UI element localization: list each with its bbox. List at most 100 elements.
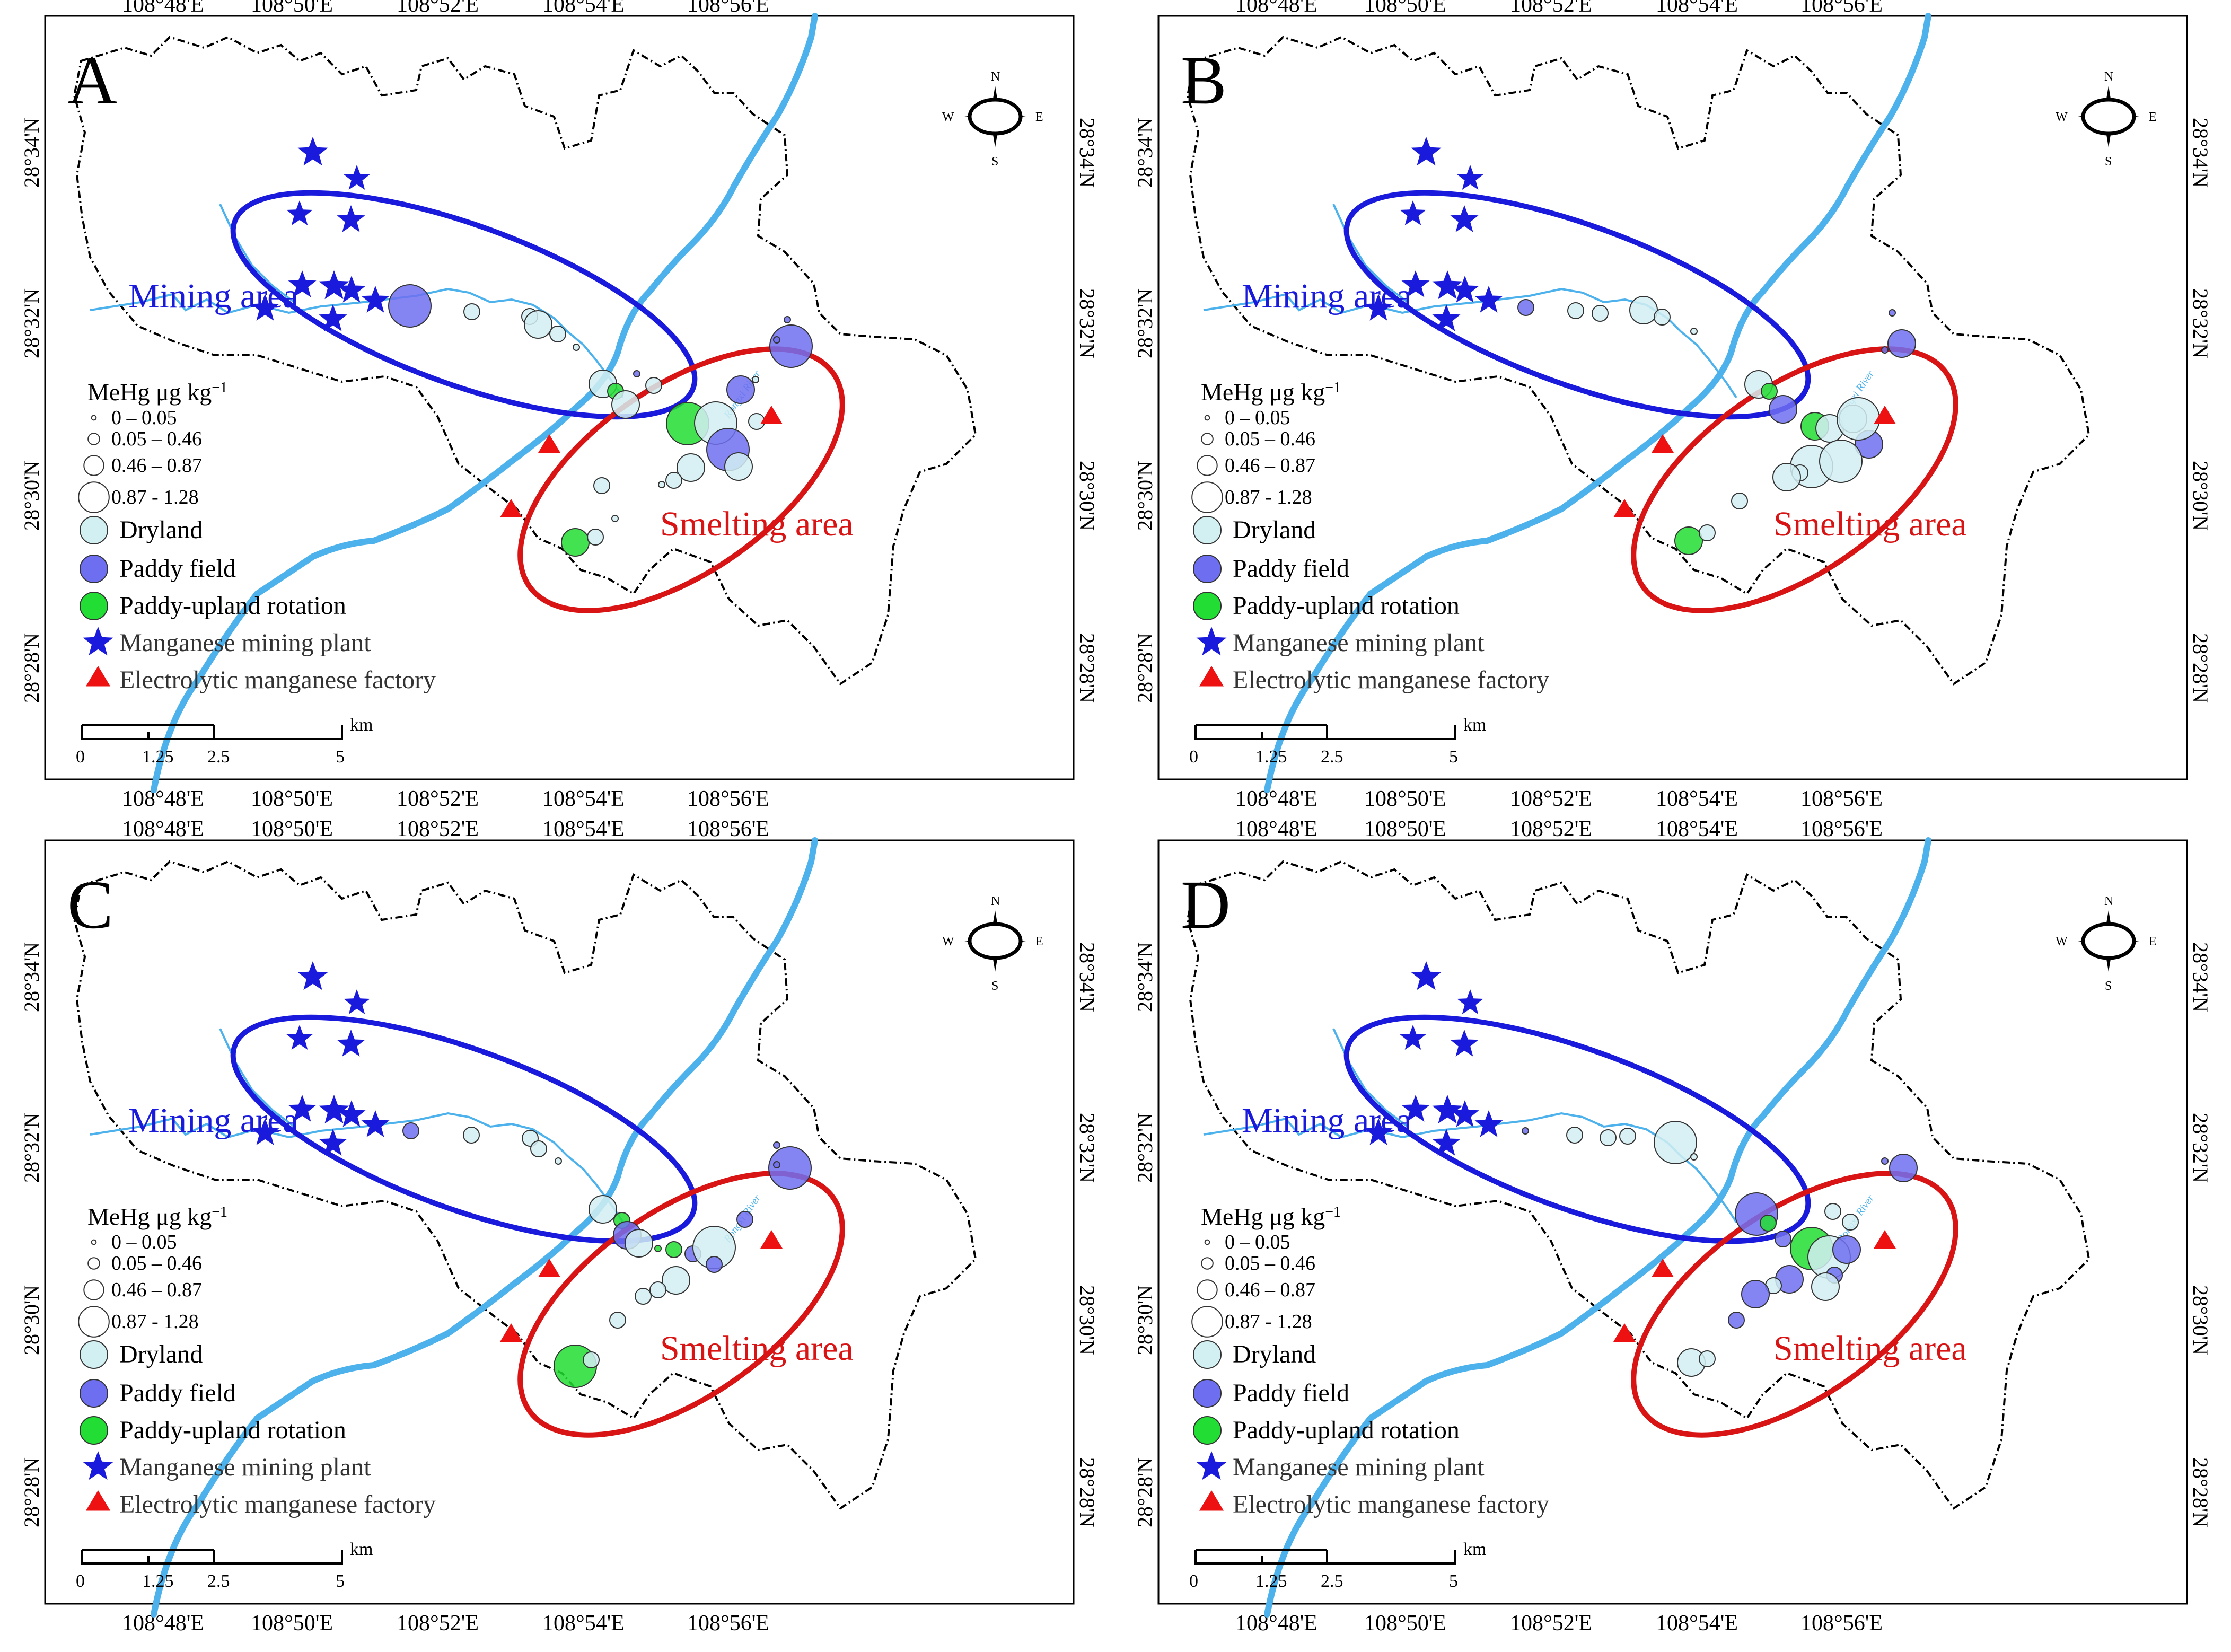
scale-bar-tick-label: 5 xyxy=(336,1571,345,1591)
compass-ring xyxy=(2081,922,2136,960)
mining-plant-star-icon xyxy=(1457,989,1483,1014)
longitude-tick-label-top: 108°54'E xyxy=(542,0,625,17)
longitude-tick-label-top: 108°50'E xyxy=(251,817,333,841)
main-river xyxy=(1264,13,1931,793)
scale-bar-tick-label: 5 xyxy=(1449,1571,1458,1591)
paddy-field-site xyxy=(1881,1157,1889,1165)
dryland-site xyxy=(587,529,604,546)
legend-rotation-label: Paddy-upland rotation xyxy=(119,592,346,620)
latitude-tick-label-left: 28°32'N xyxy=(1133,1113,1157,1183)
longitude-tick-label-bottom: 108°54'E xyxy=(542,787,625,811)
scale-bar-tick-label: 0 xyxy=(76,1571,85,1591)
compass-n-label: N xyxy=(2104,70,2113,84)
legend-rotation-swatch xyxy=(1193,592,1222,620)
legend-paddy-swatch xyxy=(80,555,108,583)
mining-plant-star-icon xyxy=(337,1030,365,1057)
legend-size-class-label: 0.05 – 0.46 xyxy=(1225,428,1315,450)
legend-title-superscript: −1 xyxy=(1325,1204,1341,1220)
legend-paddy-label: Paddy field xyxy=(119,1379,236,1407)
dryland-site xyxy=(573,344,580,351)
dryland-site xyxy=(1654,309,1671,326)
longitude-tick-label-top: 108°50'E xyxy=(1364,817,1446,841)
compass-rose-icon: N S W E xyxy=(2056,894,2157,993)
scale-bar-tick-label: 5 xyxy=(336,747,345,767)
legend-size-circle xyxy=(1191,1306,1223,1338)
dryland-site xyxy=(1811,1272,1840,1301)
scale-bar-tick-label: 1.25 xyxy=(1255,747,1287,767)
legend-paddy-swatch xyxy=(1193,1379,1222,1408)
mining-plant-star-icon xyxy=(286,1025,313,1050)
legend-dryland-label: Dryland xyxy=(119,516,203,544)
county-boundary xyxy=(1186,860,2091,1510)
paddy-field-site xyxy=(1741,1280,1770,1308)
paddy-field-site xyxy=(402,1122,419,1139)
longitude-tick-label-bottom: 108°54'E xyxy=(1656,1611,1738,1636)
latitude-tick-label-left: 28°34'N xyxy=(1133,942,1157,1012)
paddy-field-site xyxy=(1881,346,1889,354)
longitude-tick-label-bottom: 108°52'E xyxy=(397,787,479,811)
legend-size-circle xyxy=(91,1239,97,1245)
mining-plant-star-icon xyxy=(337,205,365,232)
longitude-tick-label-bottom: 108°50'E xyxy=(1364,1611,1446,1636)
compass-w-label: W xyxy=(2056,110,2068,124)
scale-bar-tick-label: 1.25 xyxy=(142,1571,174,1591)
mining-plant-star-icon xyxy=(1451,1100,1479,1127)
dryland-site xyxy=(1690,1153,1698,1161)
longitude-tick-label-top: 108°52'E xyxy=(397,0,479,17)
legend-rotation-swatch xyxy=(1193,1416,1222,1445)
latitude-tick-label-left: 28°34'N xyxy=(20,118,43,188)
rotation-site xyxy=(561,528,590,557)
dryland-site xyxy=(1567,302,1584,319)
paddy-field-site xyxy=(773,1161,780,1168)
legend-title-superscript: −1 xyxy=(212,1204,227,1220)
longitude-tick-label-top: 108°54'E xyxy=(1656,0,1738,17)
county-boundary xyxy=(1186,36,2091,686)
longitude-tick-label-top: 108°54'E xyxy=(1656,817,1738,841)
legend-size-class-label: 0 – 0.05 xyxy=(1225,1231,1290,1253)
factory-triangle-icon xyxy=(1199,1490,1224,1511)
latitude-tick-label-right: 28°32'N xyxy=(2189,1113,2212,1183)
latitude-tick-label-left: 28°32'N xyxy=(20,288,43,358)
paddy-field-site xyxy=(633,370,640,377)
factory-triangle-icon xyxy=(1652,1259,1674,1277)
compass-w-label: W xyxy=(942,935,954,948)
latitude-tick-label-left: 28°34'N xyxy=(20,942,43,1012)
compass-s-label: S xyxy=(991,155,998,169)
scale-bar xyxy=(1194,1550,1456,1565)
scale-bar-unit-label: km xyxy=(350,715,373,735)
dryland-site xyxy=(625,1229,653,1258)
legend-paddy-label: Paddy field xyxy=(1233,1379,1349,1407)
legend-mining-plant-label: Manganese mining plant xyxy=(119,629,371,657)
factory-triangle-icon xyxy=(500,499,522,517)
dryland-site xyxy=(635,1288,652,1305)
smelting-area-label: Smelting area xyxy=(1773,505,1967,543)
latitude-tick-label-right: 28°30'N xyxy=(2189,1285,2212,1355)
latitude-tick-label-left: 28°32'N xyxy=(20,1113,43,1183)
longitude-tick-label-top: 108°56'E xyxy=(687,0,769,17)
mining-plant-star-icon xyxy=(344,165,370,190)
factory-triangle-icon xyxy=(1652,434,1674,453)
legend-size-class-label: 0 – 0.05 xyxy=(111,407,177,429)
legend-size-circle xyxy=(1197,1279,1218,1300)
mining-plant-star-icon xyxy=(1411,961,1442,990)
compass-w-label: W xyxy=(2056,935,2068,948)
mining-plant-star-icon xyxy=(1400,200,1426,225)
paddy-field-site xyxy=(1887,329,1916,358)
dryland-site xyxy=(611,515,619,522)
longitude-tick-label-bottom: 108°56'E xyxy=(1800,1611,1883,1636)
legend-size-class-label: 0.46 – 0.87 xyxy=(111,454,202,477)
dryland-site xyxy=(662,1266,690,1295)
smelting-area-label: Smelting area xyxy=(660,505,854,543)
latitude-tick-label-left: 28°30'N xyxy=(20,1285,43,1355)
legend-paddy-swatch xyxy=(80,1379,108,1408)
rotation-site xyxy=(665,1241,682,1258)
longitude-tick-label-top: 108°48'E xyxy=(122,817,204,841)
latitude-tick-label-left: 28°28'N xyxy=(20,633,43,703)
legend-dryland-swatch xyxy=(1193,516,1222,544)
longitude-tick-label-bottom: 108°48'E xyxy=(122,787,204,811)
factory-triangle-icon xyxy=(1874,1230,1896,1249)
scale-bar-tick-label: 0 xyxy=(1189,747,1198,767)
dryland-site xyxy=(583,1351,600,1368)
rotation-site xyxy=(1760,1215,1777,1232)
tributary-river xyxy=(90,1112,624,1223)
